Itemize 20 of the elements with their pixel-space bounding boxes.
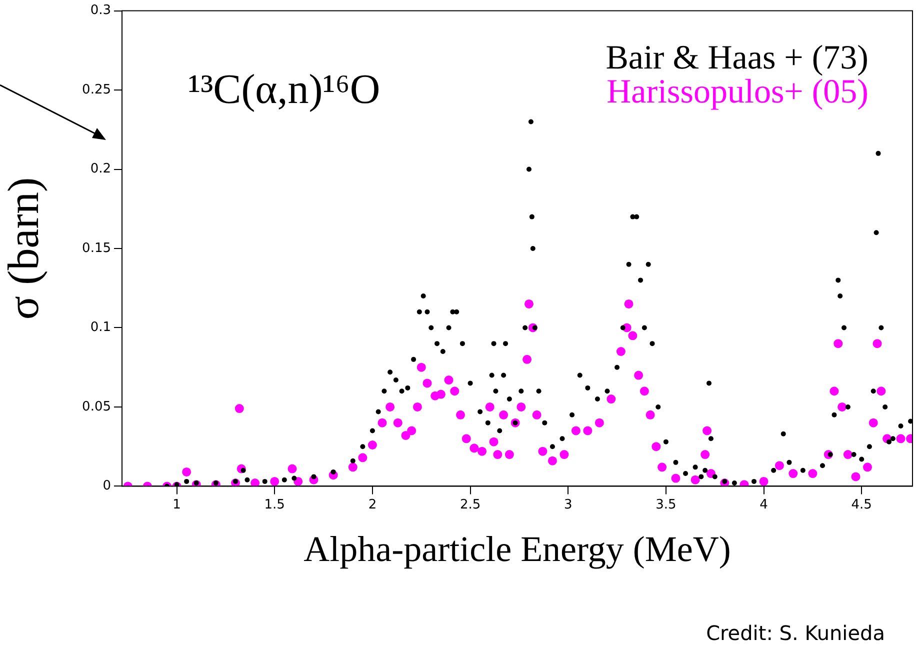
y-tick-label: 0.1 — [90, 320, 111, 336]
x-tick-label: 3.5 — [656, 497, 676, 512]
y-axis-title: σ (barn) — [0, 177, 48, 320]
y-tick-label: 0.05 — [82, 399, 111, 414]
y-tick-label: 0.2 — [90, 162, 111, 177]
y-tick-label: 0.15 — [82, 240, 111, 256]
x-tick-label: 4 — [760, 497, 768, 512]
x-tick-label: 2 — [368, 497, 377, 512]
x-tick-label: 1 — [172, 497, 181, 512]
x-axis-title: Alpha-particle Energy (MeV) — [304, 528, 731, 569]
y-tick-label: 0 — [102, 478, 111, 494]
x-tick-label: 2.5 — [460, 497, 481, 512]
x-tick-label: 4.5 — [851, 497, 872, 512]
x-tick-label: 3 — [564, 497, 572, 512]
y-tick-label: 0.25 — [82, 82, 111, 98]
annotation: ¹³C(α,n)¹⁶O — [188, 66, 380, 113]
text: Credit: S. Kunieda — [706, 621, 885, 646]
text: Bair & Haas + (73) — [606, 40, 868, 77]
x-tick-label: 1.5 — [264, 497, 285, 512]
y-tick-label: 0.3 — [90, 3, 111, 18]
